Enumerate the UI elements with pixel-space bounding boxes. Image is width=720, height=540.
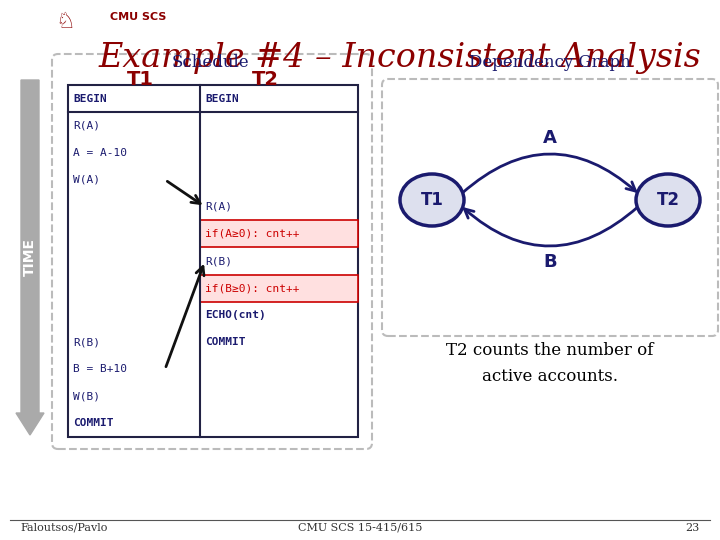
Text: Schedule: Schedule xyxy=(171,54,249,71)
Ellipse shape xyxy=(636,174,700,226)
Text: CMU SCS: CMU SCS xyxy=(110,12,166,22)
Text: TIME: TIME xyxy=(23,239,37,276)
Bar xyxy=(200,274,358,302)
Text: A = A-10: A = A-10 xyxy=(73,148,127,158)
Text: T1: T1 xyxy=(127,70,153,89)
FancyArrow shape xyxy=(16,80,44,435)
Text: T2 counts the number of
active accounts.: T2 counts the number of active accounts. xyxy=(446,342,654,385)
Text: COMMIT: COMMIT xyxy=(73,418,114,428)
Text: W(B): W(B) xyxy=(73,392,100,401)
Text: Dependency Graph: Dependency Graph xyxy=(469,54,631,71)
FancyBboxPatch shape xyxy=(52,54,372,449)
Text: CMU SCS 15-415/615: CMU SCS 15-415/615 xyxy=(298,523,422,533)
Bar xyxy=(200,220,358,247)
Text: COMMIT: COMMIT xyxy=(205,338,246,347)
Text: A: A xyxy=(543,129,557,147)
Text: B = B+10: B = B+10 xyxy=(73,364,127,374)
Text: Faloutsos/Pavlo: Faloutsos/Pavlo xyxy=(20,523,107,533)
Text: T1: T1 xyxy=(420,191,444,209)
Text: R(A): R(A) xyxy=(205,202,232,212)
Text: T2: T2 xyxy=(251,70,279,89)
Text: ♘: ♘ xyxy=(55,12,75,32)
Text: W(A): W(A) xyxy=(73,175,100,185)
Text: B: B xyxy=(543,253,557,271)
Text: R(B): R(B) xyxy=(73,338,100,347)
Text: Example #4 – Inconsistent Analysis: Example #4 – Inconsistent Analysis xyxy=(99,42,701,74)
Text: ECHO(cnt): ECHO(cnt) xyxy=(205,310,266,320)
Text: R(A): R(A) xyxy=(73,120,100,131)
Text: 23: 23 xyxy=(685,523,700,533)
FancyBboxPatch shape xyxy=(382,79,718,336)
Bar xyxy=(68,85,358,437)
Text: if(A≥0): cnt++: if(A≥0): cnt++ xyxy=(205,229,300,239)
Text: if(B≥0): cnt++: if(B≥0): cnt++ xyxy=(205,283,300,293)
Text: BEGIN: BEGIN xyxy=(205,93,239,104)
Ellipse shape xyxy=(400,174,464,226)
Text: R(B): R(B) xyxy=(205,256,232,266)
Text: T2: T2 xyxy=(657,191,680,209)
Text: BEGIN: BEGIN xyxy=(73,93,107,104)
